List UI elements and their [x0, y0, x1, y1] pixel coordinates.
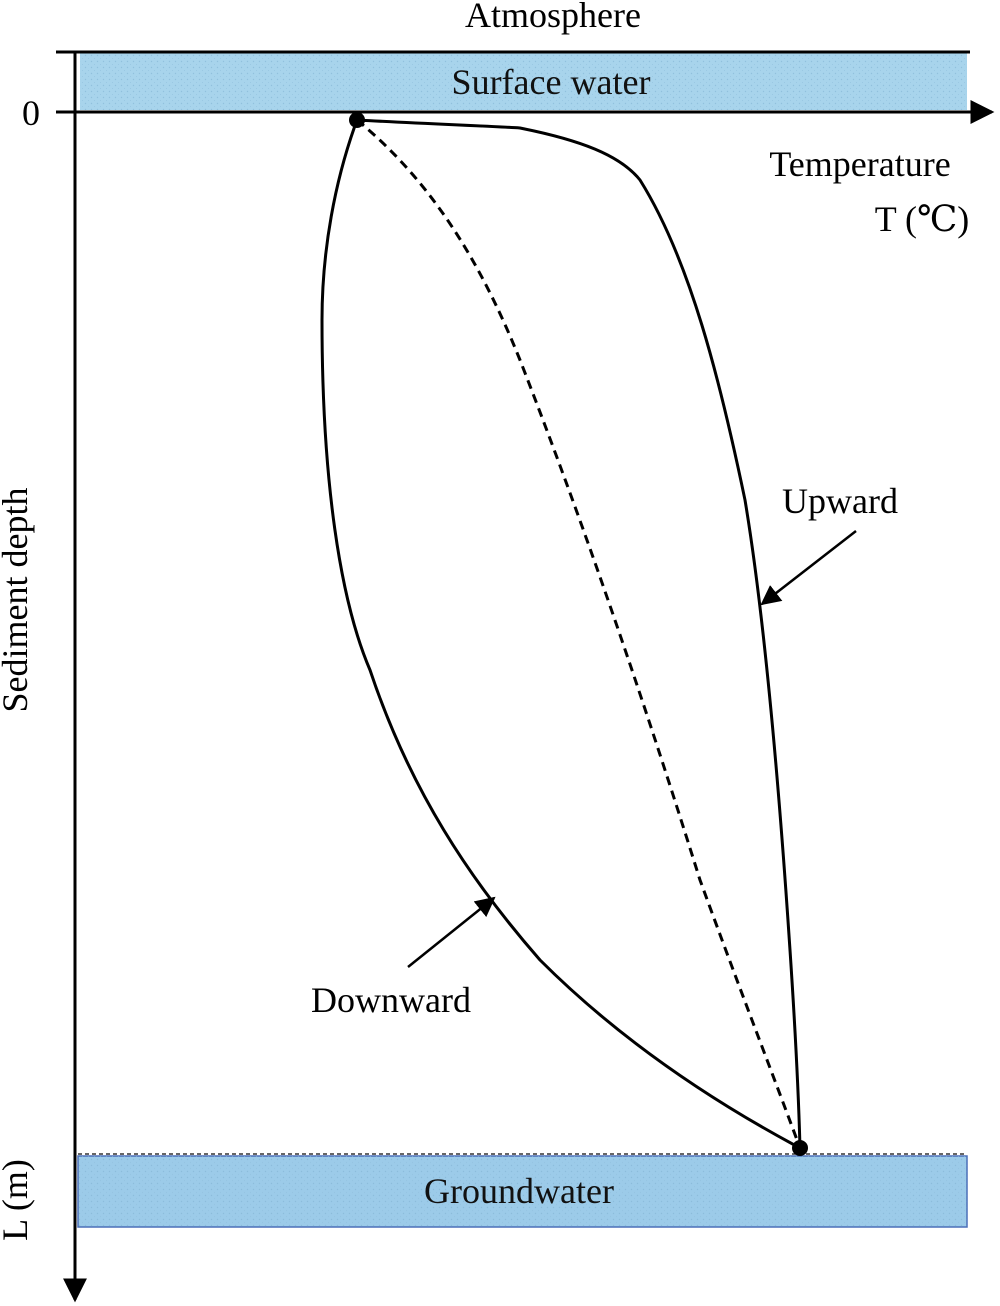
sediment-depth-label: Sediment depth	[0, 488, 35, 713]
bottom-boundary-point	[792, 1140, 808, 1156]
conduction-profile-curve	[356, 118, 802, 1149]
groundwater-label: Groundwater	[424, 1171, 614, 1211]
downward-label: Downward	[311, 980, 471, 1020]
upward-profile-curve	[356, 118, 802, 1149]
downward-pointer-arrow	[407, 896, 496, 968]
atmosphere-label: Atmosphere	[465, 0, 641, 35]
zero-tick-label: 0	[22, 93, 40, 133]
temperature-axis-label: Temperature	[769, 144, 950, 184]
downward-profile-curve	[320, 119, 801, 1150]
depth-bottom-label: L (m)	[0, 1159, 35, 1241]
temperature-unit-label: T (℃)	[875, 199, 970, 239]
upward-label: Upward	[782, 481, 898, 521]
top-boundary-point	[349, 112, 365, 128]
surface-water-texture	[80, 52, 967, 110]
surface-water-label: Surface water	[452, 62, 651, 102]
groundwater-texture	[78, 1156, 967, 1227]
upward-pointer-arrow	[760, 530, 857, 606]
